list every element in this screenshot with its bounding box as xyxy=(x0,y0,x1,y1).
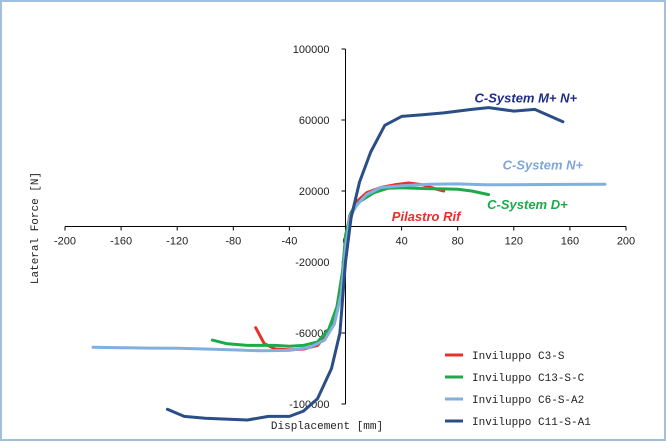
series-line-1 xyxy=(254,181,446,352)
x-tick-label: -120 xyxy=(166,236,188,248)
series-layer xyxy=(91,106,607,422)
annotation-1: C-System M+ N+ xyxy=(475,90,578,105)
x-tick-label: -40 xyxy=(281,236,297,248)
legend-label-1: Inviluppo C3-S xyxy=(472,351,565,363)
x-tick-label: 40 xyxy=(395,236,407,248)
x-tick-label: 200 xyxy=(617,236,635,248)
y-tick-label: -20000 xyxy=(295,257,329,269)
annotation-3: C-System D+ xyxy=(487,197,568,212)
y-axis-label: Lateral Force [N] xyxy=(30,172,42,284)
annotations: C-System M+ N+ C-System N+ C-System D+ Pila… xyxy=(392,90,584,224)
y-tick-label: 100000 xyxy=(293,44,330,56)
annotation-2: C-System N+ xyxy=(503,158,584,173)
x-tick-label: -160 xyxy=(110,236,132,248)
legend-label-2: Inviluppo C13-S-C xyxy=(472,373,585,385)
x-tick-label: 80 xyxy=(452,236,464,248)
y-tick-label: 60000 xyxy=(299,115,330,127)
annotation-4: Pilastro Rif xyxy=(392,209,462,224)
x-tick-label: 160 xyxy=(561,236,579,248)
legend-label-3: Inviluppo C6-S-A2 xyxy=(472,395,584,407)
legend-label-4: Inviluppo C11-S-A1 xyxy=(472,417,591,429)
x-axis-label: Displacement [mm] xyxy=(271,421,383,433)
axis-labels: Displacement [mm] Lateral Force [N] xyxy=(30,172,383,433)
x-tick-label: -80 xyxy=(225,236,241,248)
x-tick-label: -200 xyxy=(54,236,76,248)
x-tick-label: 120 xyxy=(505,236,523,248)
y-tick-label: 20000 xyxy=(299,186,330,198)
legend: Inviluppo C3-S Inviluppo C13-S-C Inviluppo… xyxy=(445,351,591,429)
series-line-4 xyxy=(165,106,565,422)
